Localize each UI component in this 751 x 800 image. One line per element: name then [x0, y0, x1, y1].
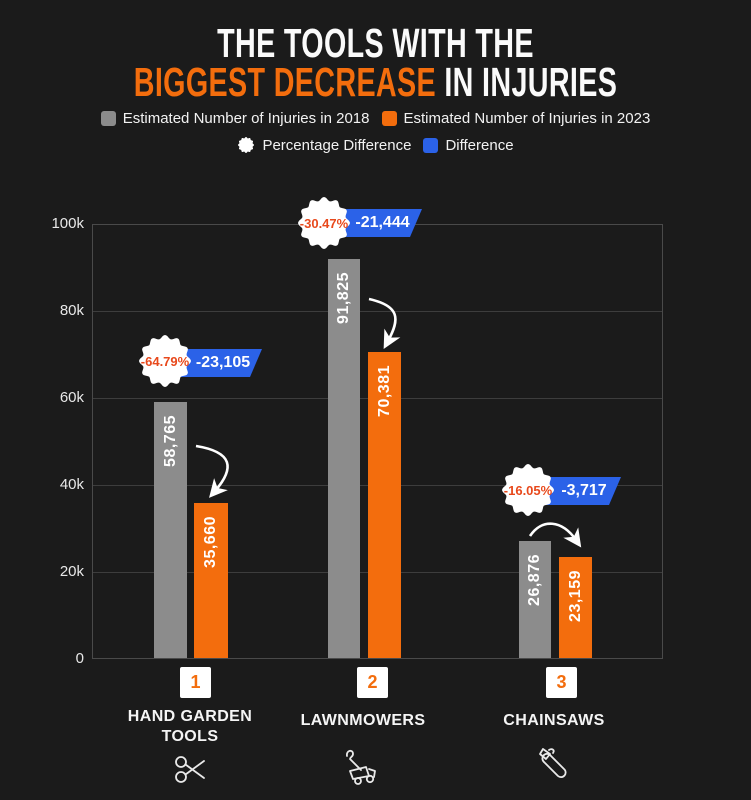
page-title: THE TOOLS WITH THE BIGGEST DECREASE IN I…	[0, 23, 751, 103]
legend-label-percentage-difference: Percentage Difference	[262, 136, 412, 154]
title-line-2: BIGGEST DECREASE IN INJURIES	[113, 62, 639, 103]
legend-item-difference: Difference	[423, 136, 514, 154]
legend-swatch-difference-icon	[423, 137, 439, 153]
percentage-difference-seal-icon	[238, 137, 255, 153]
legend-label-2023: Estimated Number of Injuries in 2023	[403, 110, 651, 127]
legend-swatch-2018-icon	[100, 111, 116, 126]
seal-shape-icon	[298, 197, 350, 249]
percentage-value-chainsaws: -16.05%	[503, 482, 553, 498]
legend-swatch-2023-icon	[381, 111, 397, 126]
legend-row-1: Estimated Number of Injuries in 2018 Est…	[0, 110, 751, 127]
y-tick-0: 0	[75, 650, 84, 667]
y-tick-100k: 100k	[51, 215, 84, 232]
percentage-seal-hand-garden-tools: -64.79%	[138, 334, 192, 388]
percentage-value-hand-garden-tools: -64.79%	[140, 353, 190, 369]
difference-value-chainsaws: -3,717	[561, 482, 607, 499]
legend-item-2023: Estimated Number of Injuries in 2023	[381, 110, 651, 127]
percentage-value-lawnmowers: -30.47%	[299, 215, 349, 231]
category-label-chainsaws: CHAINSAWS	[503, 712, 605, 729]
bar-value-2023-lawnmowers: 70,381	[375, 365, 393, 417]
bar-2018-chainsaws: 26,876	[519, 541, 551, 658]
bar-2018-lawnmowers: 91,825	[328, 259, 360, 658]
bar-value-2023-hand-garden-tools: 35,660	[202, 516, 219, 568]
garden-shears-icon	[168, 748, 212, 792]
bar-value-2018-lawnmowers: 91,825	[335, 272, 352, 324]
y-tick-20k: 20k	[59, 563, 84, 580]
bar-2023-chainsaws: 23,159	[559, 557, 592, 658]
difference-value-hand-garden-tools: -23,105	[195, 354, 251, 371]
bar-2023-lawnmowers: 70,381	[368, 352, 401, 658]
rank-badge-2: 2	[357, 667, 388, 698]
legend-item-2018: Estimated Number of Injuries in 2018	[100, 110, 370, 127]
legend-row-2: Percentage Difference Difference	[0, 136, 751, 154]
title-highlight: BIGGEST DECREASE	[133, 59, 436, 105]
y-tick-40k: 40k	[59, 476, 84, 493]
plot-area: 58,765 35,660 91,825 70,381 26,876 23,15…	[92, 224, 663, 659]
y-tick-60k: 60k	[59, 389, 84, 406]
seal-shape-icon	[502, 464, 554, 516]
lawnmower-icon	[338, 746, 382, 790]
legend-label-2018: Estimated Number of Injuries in 2018	[122, 110, 370, 127]
bar-2023-hand-garden-tools: 35,660	[194, 503, 228, 658]
chainsaw-icon	[530, 742, 574, 786]
title-line-2-rest: IN INJURIES	[435, 59, 618, 105]
title-line-1-text: THE TOOLS WITH THE	[217, 20, 534, 66]
percentage-seal-lawnmowers: -30.47%	[297, 196, 351, 250]
difference-value-lawnmowers: -21,444	[355, 214, 410, 231]
bar-value-2018-hand-garden-tools: 58,765	[161, 415, 179, 467]
bar-value-2018-chainsaws: 26,876	[526, 554, 543, 606]
y-tick-80k: 80k	[59, 302, 84, 319]
percentage-seal-chainsaws: -16.05%	[501, 463, 555, 517]
category-label-hand-garden-tools: HAND GARDEN TOOLS	[127, 708, 253, 745]
category-label-lawnmowers: LAWNMOWERS	[300, 712, 426, 729]
bar-value-2023-chainsaws: 23,159	[566, 570, 584, 622]
title-line-1: THE TOOLS WITH THE	[113, 23, 639, 64]
rank-badge-1: 1	[180, 667, 211, 698]
bar-2018-hand-garden-tools: 58,765	[154, 402, 187, 658]
legend-item-percentage-difference: Percentage Difference	[237, 136, 411, 154]
rank-badge-3: 3	[546, 667, 577, 698]
seal-shape-icon	[139, 335, 191, 387]
legend-label-difference: Difference	[445, 136, 514, 154]
gridline-80k	[93, 311, 662, 312]
